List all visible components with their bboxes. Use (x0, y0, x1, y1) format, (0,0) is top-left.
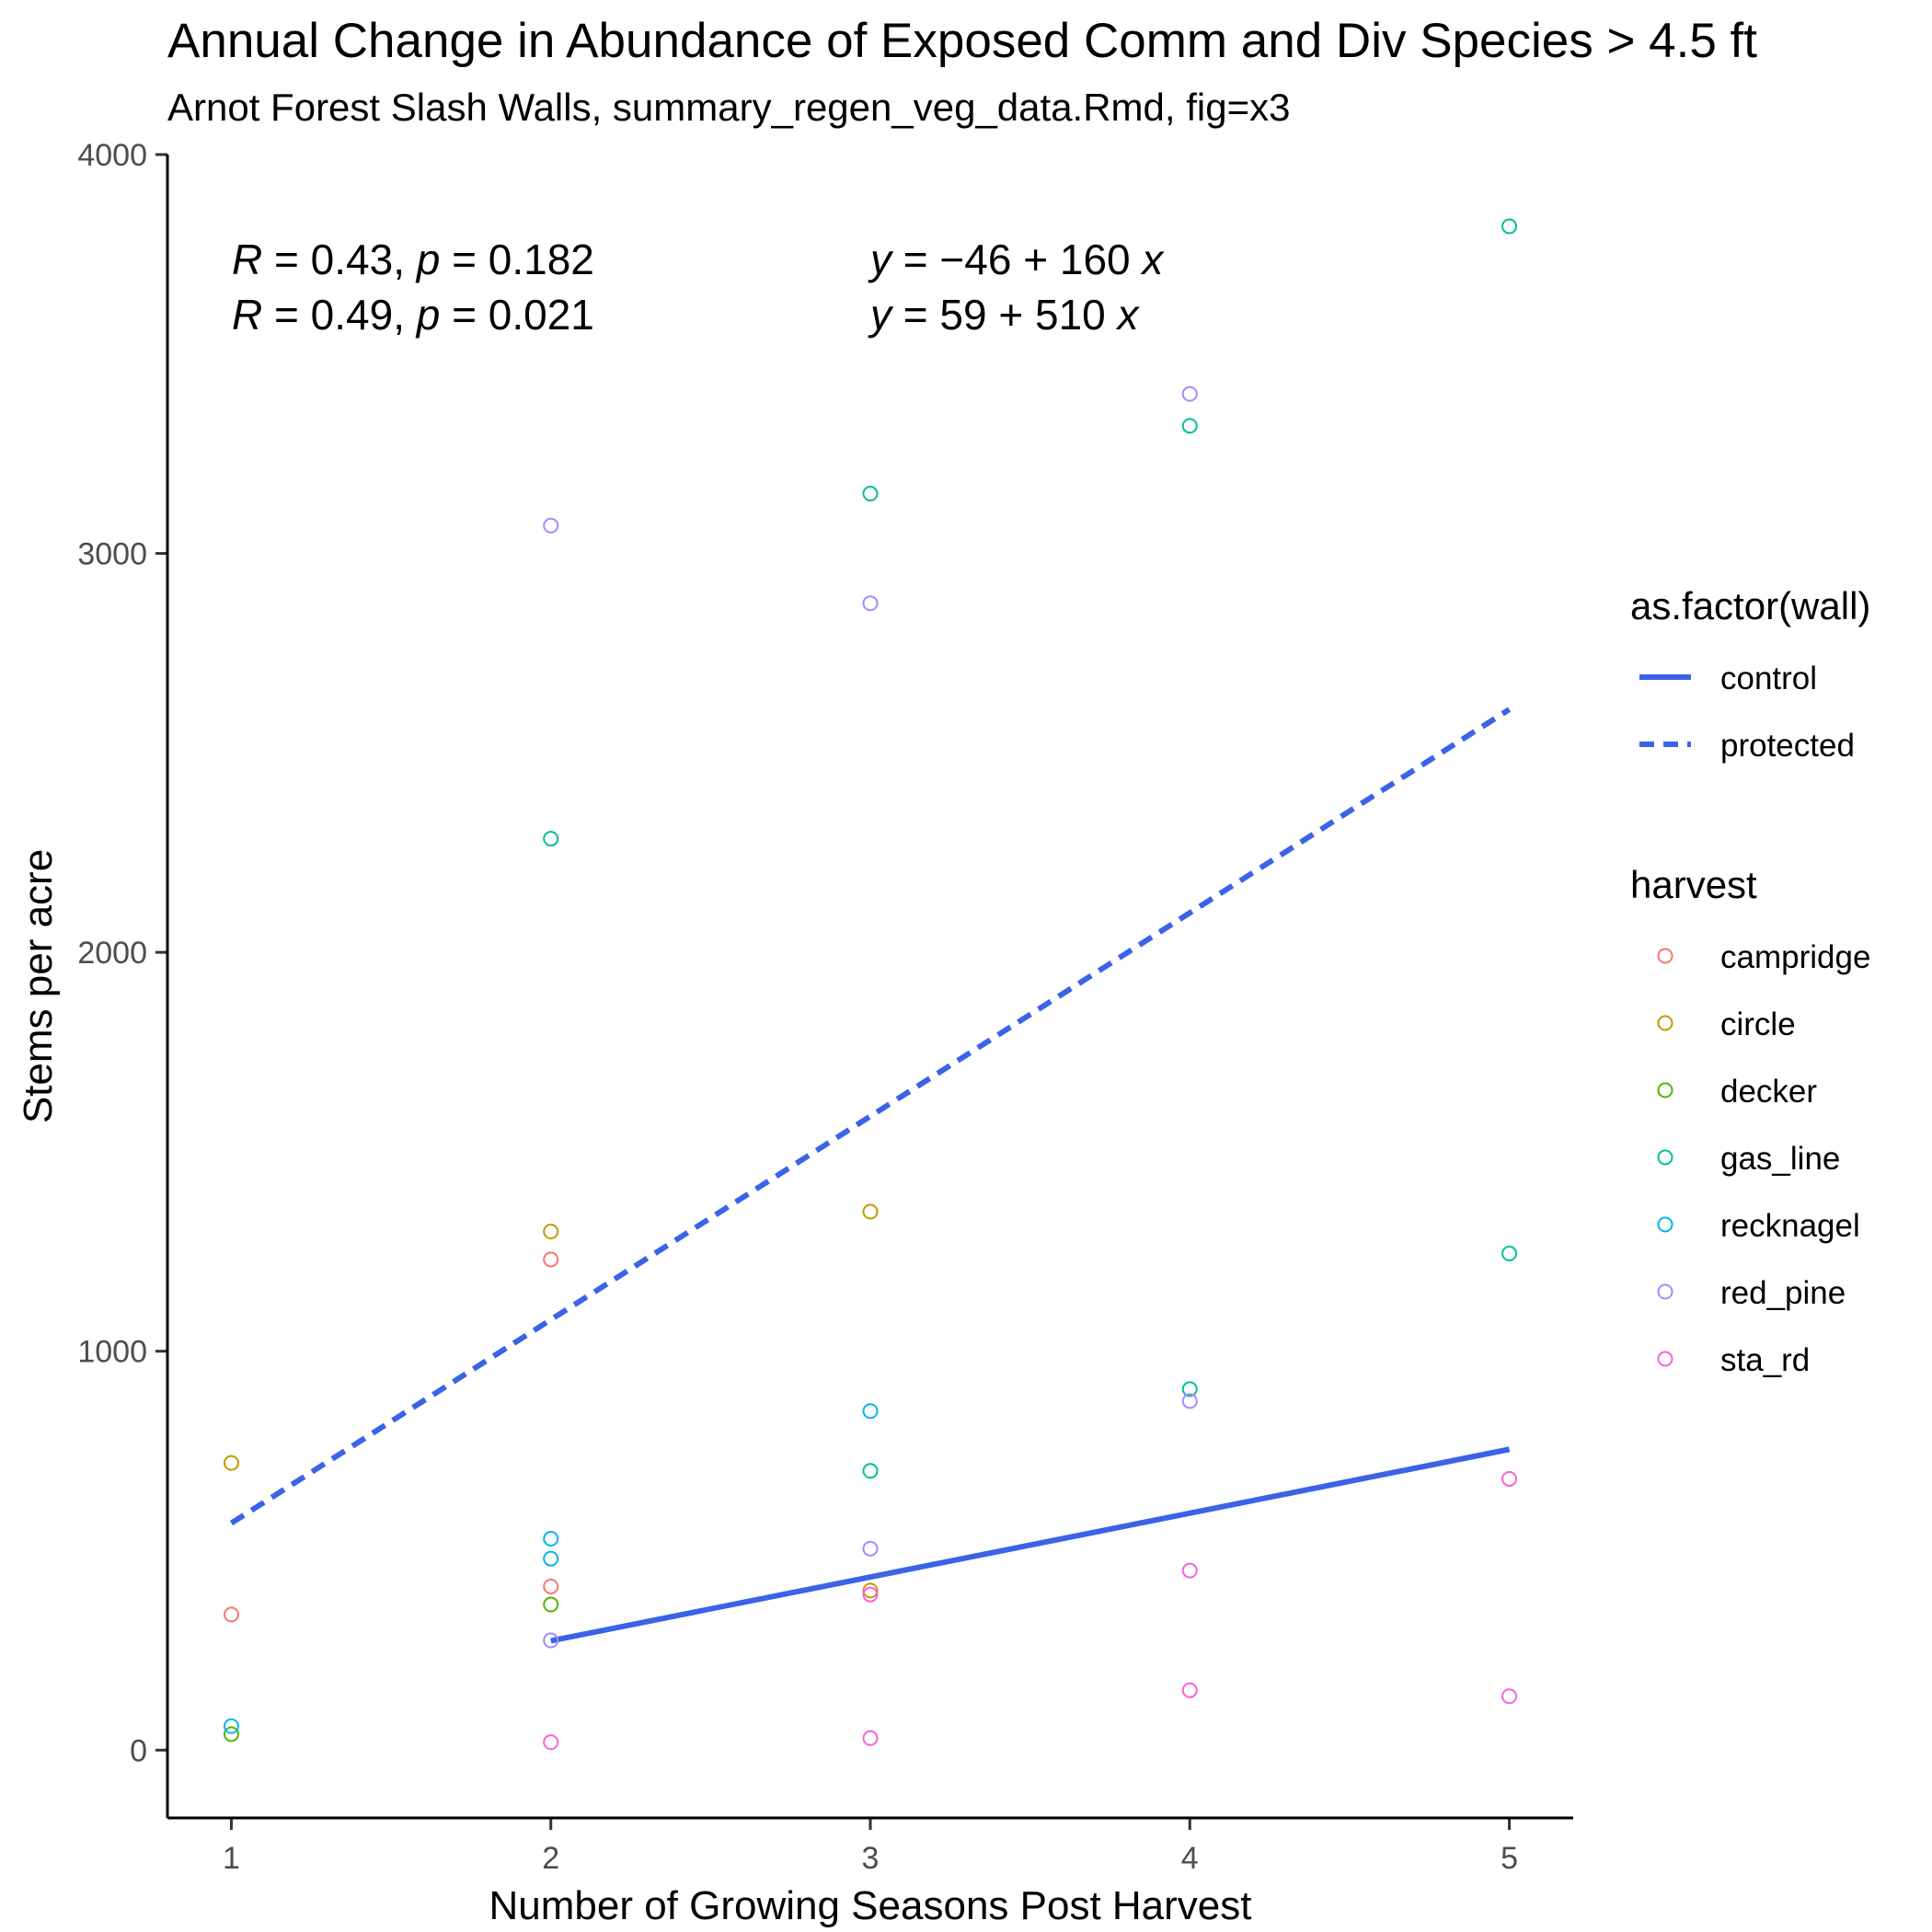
data-point-circle (223, 1455, 239, 1471)
data-point-gas_line (1501, 218, 1518, 235)
wall-legend-title: as.factor(wall) (1630, 584, 1870, 627)
data-point-recknagel (862, 1403, 879, 1420)
data-point-sta_rd (1501, 1470, 1518, 1487)
legend-marker-recknagel (1657, 1216, 1673, 1233)
data-point-sta_rd (862, 1730, 879, 1746)
legend: as.factor(wall) control protected harvest ca… (1630, 584, 1870, 1378)
legend-marker-circle (1657, 1015, 1673, 1031)
data-point-red_pine (1181, 1393, 1198, 1409)
legend-label-protected: protected (1720, 728, 1855, 764)
y-tick-label: 1000 (77, 1335, 147, 1370)
stats-annotations: R = 0.43, p = 0.182 y = −46 + 160 x R = 0.… (232, 236, 1165, 339)
legend-marker-gas_line (1657, 1149, 1673, 1166)
y-tick-label: 4000 (77, 138, 147, 173)
data-point-gas_line (1181, 1381, 1198, 1397)
data-point-red_pine (543, 517, 559, 534)
legend-label-red_pine: red_pine (1720, 1275, 1846, 1311)
correlation-label: R = 0.49, p = 0.021 (232, 291, 594, 339)
legend-label-recknagel: recknagel (1720, 1208, 1860, 1244)
data-point-sta_rd (862, 1586, 879, 1603)
data-point-gas_line (1501, 1245, 1518, 1261)
chart-title: Annual Change in Abundance of Exposed Co… (167, 14, 1757, 68)
legend-label-decker: decker (1720, 1074, 1817, 1110)
fit-line-protected (229, 707, 1512, 1526)
chart-subtitle: Arnot Forest Slash Walls, summary_regen_… (167, 86, 1290, 129)
legend-marker-sta_rd (1657, 1351, 1673, 1367)
fit-line-control (550, 1446, 1511, 1644)
data-point-red_pine (862, 595, 879, 612)
legend-label-gas_line: gas_line (1720, 1141, 1840, 1177)
data-point-campridge (543, 1579, 559, 1595)
y-axis-title: Stems per acre (16, 849, 61, 1123)
legend-label-circle: circle (1720, 1006, 1796, 1042)
data-point-sta_rd (543, 1734, 559, 1751)
legend-marker-decker (1657, 1082, 1673, 1098)
legend-label-control: control (1720, 661, 1817, 696)
legend-label-campridge: campridge (1720, 939, 1870, 975)
data-point-sta_rd (1501, 1688, 1518, 1705)
x-axis-title: Number of Growing Seasons Post Harvest (489, 1883, 1251, 1928)
data-point-sta_rd (1181, 1682, 1198, 1698)
data-point-recknagel (543, 1550, 559, 1567)
data-point-red_pine (862, 1540, 879, 1557)
data-point-red_pine (1181, 385, 1198, 402)
data-point-decker (223, 1726, 239, 1742)
data-point-gas_line (1181, 418, 1198, 434)
y-tick-label: 3000 (77, 537, 147, 572)
legend-label-sta_rd: sta_rd (1720, 1342, 1810, 1378)
data-point-campridge (223, 1606, 239, 1623)
x-tick-label: 3 (862, 1841, 880, 1876)
x-tick-label: 5 (1501, 1841, 1518, 1876)
data-point-gas_line (862, 486, 879, 502)
legend-marker-campridge (1657, 948, 1673, 964)
fit-lines (229, 707, 1512, 1644)
data-point-decker (543, 1596, 559, 1613)
data-point-gas_line (862, 1463, 879, 1479)
data-point-circle (543, 1224, 559, 1240)
data-point-gas_line (543, 831, 559, 847)
harvest-legend-title: harvest (1630, 863, 1757, 906)
correlation-label: R = 0.43, p = 0.182 (232, 236, 594, 283)
x-tick-label: 2 (542, 1841, 559, 1876)
data-point-circle (862, 1582, 879, 1599)
data-points (223, 218, 1518, 1751)
regression-equation-label: y = 59 + 510 x (868, 291, 1141, 339)
data-point-recknagel (223, 1718, 239, 1734)
data-point-recknagel (543, 1530, 559, 1547)
data-point-red_pine (543, 1632, 559, 1649)
legend-marker-red_pine (1657, 1283, 1673, 1300)
data-point-circle (862, 1203, 879, 1220)
axis-ticks: 1 2 3 4 5 0 1000 2000 3000 4000 (77, 138, 1518, 1876)
data-point-campridge (543, 1251, 559, 1268)
x-tick-label: 1 (223, 1841, 240, 1876)
y-tick-label: 2000 (77, 936, 147, 971)
regression-equation-label: y = −46 + 160 x (868, 236, 1165, 283)
data-point-sta_rd (1181, 1562, 1198, 1579)
x-tick-label: 4 (1181, 1841, 1199, 1876)
y-tick-label: 0 (130, 1733, 147, 1768)
